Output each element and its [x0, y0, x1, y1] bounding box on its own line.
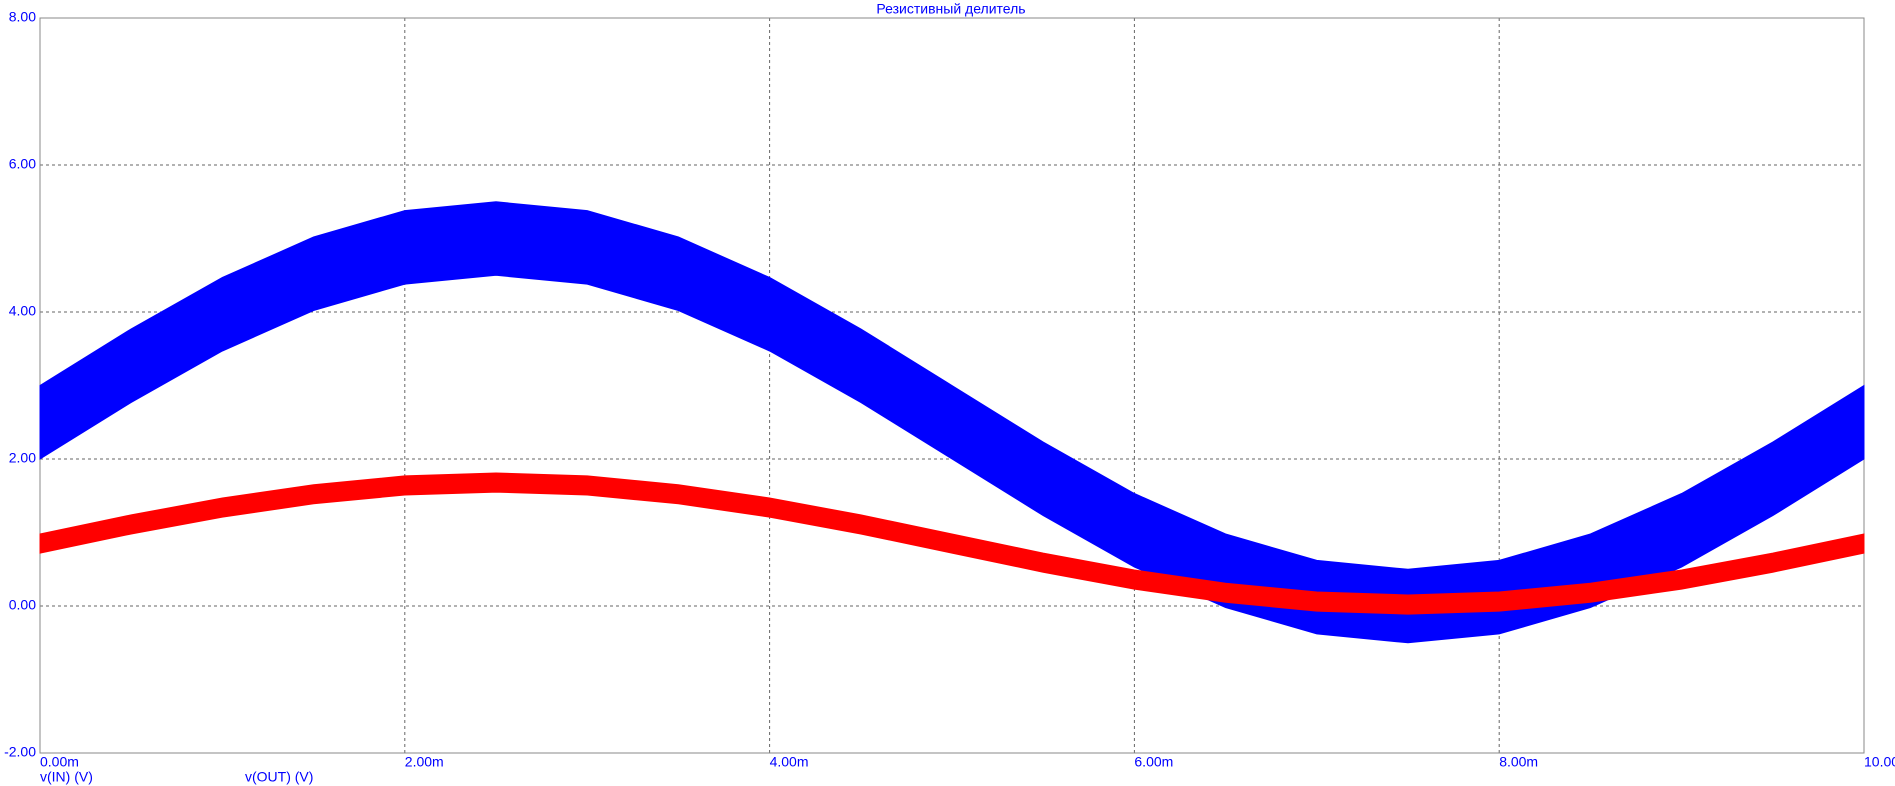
y-tick-label: 0.00 [9, 597, 36, 613]
signal-band [39, 201, 1865, 644]
chart-title: Резистивный делитель [876, 1, 1025, 17]
x-tick-label: 10.00m [1864, 754, 1895, 770]
y-tick-label: 6.00 [9, 156, 36, 172]
y-tick-label: 4.00 [9, 303, 36, 319]
y-tick-label: 8.00 [9, 9, 36, 25]
legend-entry: v(OUT) (V) [245, 769, 313, 785]
x-tick-label: 6.00m [1134, 754, 1173, 770]
y-tick-label: 2.00 [9, 450, 36, 466]
y-tick-label: -2.00 [4, 744, 36, 760]
signal-band [39, 472, 1865, 615]
x-tick-label: 2.00m [405, 754, 444, 770]
x-tick-label: 0.00m [40, 754, 79, 770]
x-tick-label: 8.00m [1499, 754, 1538, 770]
legend-entry: v(IN) (V) [40, 769, 93, 785]
x-tick-label: 4.00m [770, 754, 809, 770]
